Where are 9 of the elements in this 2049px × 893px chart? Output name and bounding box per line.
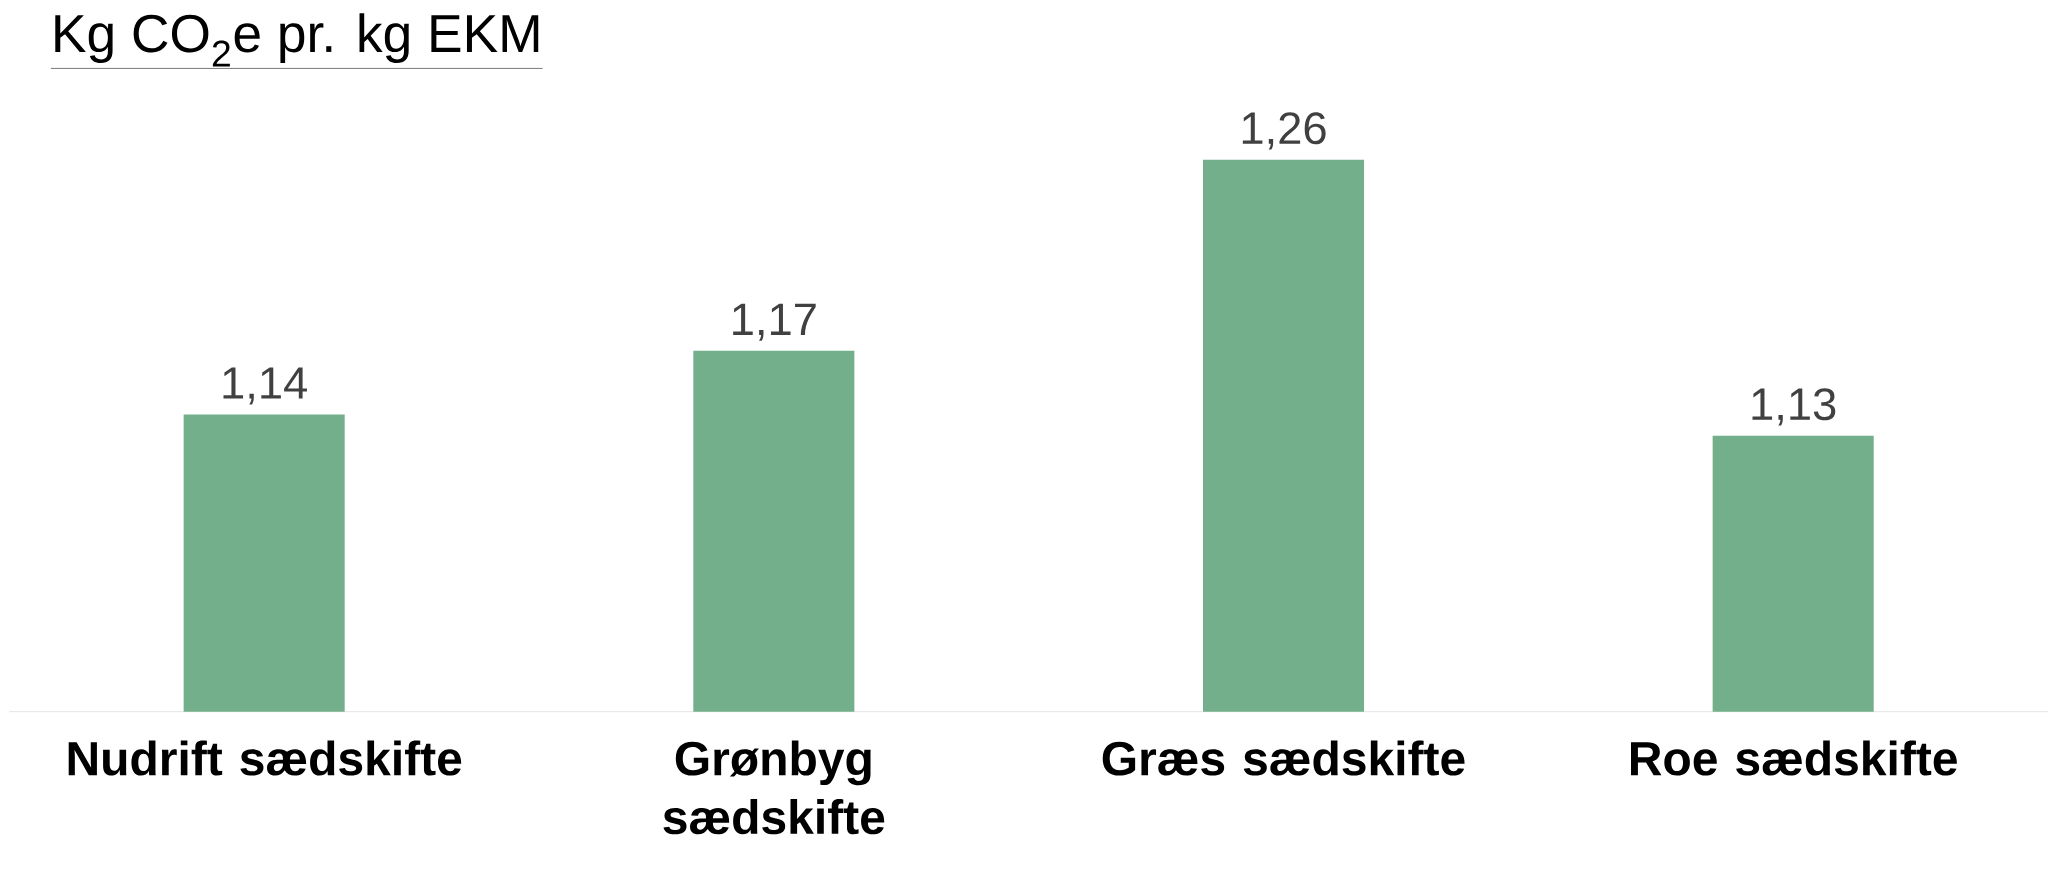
x-tick-label: Græs sædskifte [1102,740,1465,776]
x-tick-label: Nudrift sædskifte [68,740,462,776]
x-tick-label: Grønbyg sædskifte [663,740,885,835]
data-label: 1,14 [223,367,307,405]
data-label: 1,13 [1752,388,1836,426]
x-tick-label: Roe sædskifte [1631,740,1957,776]
chart-title: Kg CO$_{2}$e pr. kg EKM [55,13,539,67]
data-label: 1,17 [733,303,816,341]
data-label: 1,26 [1242,112,1326,150]
